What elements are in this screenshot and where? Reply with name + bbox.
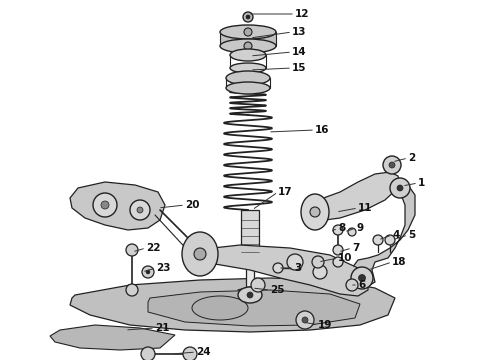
Text: 20: 20 — [185, 200, 199, 210]
Polygon shape — [70, 182, 165, 230]
Text: 19: 19 — [318, 320, 332, 330]
Circle shape — [126, 284, 138, 296]
Circle shape — [302, 317, 308, 323]
Text: 24: 24 — [196, 347, 211, 357]
Text: 10: 10 — [338, 253, 352, 263]
Text: 5: 5 — [408, 230, 415, 240]
Circle shape — [310, 207, 320, 217]
Text: 11: 11 — [358, 203, 372, 213]
Text: 4: 4 — [392, 230, 399, 240]
Polygon shape — [220, 32, 276, 46]
Polygon shape — [308, 172, 400, 222]
Circle shape — [351, 267, 373, 289]
Circle shape — [251, 278, 265, 292]
Circle shape — [194, 248, 206, 260]
Ellipse shape — [301, 194, 329, 230]
Circle shape — [273, 263, 283, 273]
Circle shape — [244, 28, 252, 36]
Circle shape — [141, 347, 155, 360]
Text: 18: 18 — [392, 257, 407, 267]
Circle shape — [333, 245, 343, 255]
Circle shape — [183, 347, 197, 360]
Ellipse shape — [230, 49, 266, 61]
Circle shape — [101, 201, 109, 209]
Polygon shape — [50, 325, 175, 350]
Polygon shape — [70, 278, 395, 332]
Text: 6: 6 — [358, 280, 365, 290]
Circle shape — [373, 235, 383, 245]
Ellipse shape — [230, 63, 266, 73]
Text: 1: 1 — [418, 178, 425, 188]
Circle shape — [383, 156, 401, 174]
Circle shape — [137, 207, 143, 213]
Circle shape — [243, 12, 253, 22]
Ellipse shape — [226, 71, 270, 85]
Ellipse shape — [220, 25, 276, 39]
Text: 2: 2 — [408, 153, 415, 163]
Text: 13: 13 — [292, 27, 307, 37]
Circle shape — [142, 266, 154, 278]
Circle shape — [126, 244, 138, 256]
Circle shape — [146, 270, 150, 274]
Circle shape — [333, 257, 343, 267]
Polygon shape — [352, 182, 415, 285]
Polygon shape — [188, 245, 368, 296]
Ellipse shape — [226, 82, 270, 94]
Circle shape — [247, 292, 253, 298]
Text: 21: 21 — [155, 323, 170, 333]
Polygon shape — [246, 260, 254, 292]
Ellipse shape — [220, 39, 276, 53]
Circle shape — [346, 279, 358, 291]
Polygon shape — [148, 290, 360, 326]
Circle shape — [244, 42, 252, 50]
Text: 25: 25 — [270, 285, 285, 295]
Circle shape — [312, 256, 324, 268]
Text: 14: 14 — [292, 47, 307, 57]
Ellipse shape — [182, 232, 218, 276]
Circle shape — [390, 178, 410, 198]
Circle shape — [287, 254, 303, 270]
Circle shape — [313, 265, 327, 279]
Text: 23: 23 — [156, 263, 171, 273]
Text: 7: 7 — [352, 243, 359, 253]
Text: 16: 16 — [315, 125, 329, 135]
Circle shape — [93, 193, 117, 217]
Text: 22: 22 — [146, 243, 161, 253]
Text: 17: 17 — [278, 187, 293, 197]
Circle shape — [389, 162, 395, 168]
Circle shape — [348, 228, 356, 236]
Polygon shape — [241, 210, 259, 260]
Circle shape — [359, 274, 366, 282]
Circle shape — [296, 311, 314, 329]
Circle shape — [385, 235, 395, 245]
Ellipse shape — [192, 296, 248, 320]
Text: 15: 15 — [292, 63, 307, 73]
Circle shape — [397, 185, 403, 191]
Text: 9: 9 — [356, 223, 363, 233]
Text: 12: 12 — [295, 9, 310, 19]
Text: 3: 3 — [294, 263, 301, 273]
Circle shape — [130, 200, 150, 220]
Circle shape — [333, 225, 343, 235]
Ellipse shape — [238, 287, 262, 303]
Circle shape — [246, 15, 250, 19]
Text: 8: 8 — [338, 223, 345, 233]
